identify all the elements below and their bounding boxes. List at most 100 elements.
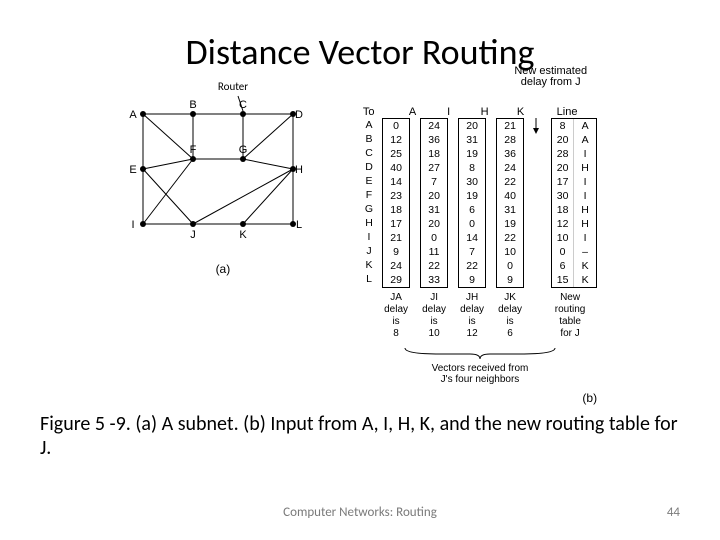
brace-area: Vectors received from J's four neighbors (363, 346, 597, 385)
new-row: 17I (552, 175, 596, 189)
cell: 14 (459, 231, 485, 245)
new-row: 10I (552, 231, 596, 245)
edge-H-K (243, 169, 293, 224)
footer-text: Computer Networks: Routing (0, 505, 720, 520)
cell: 22 (497, 231, 523, 245)
cell: 24 (383, 259, 409, 273)
cell: 21 (497, 119, 523, 133)
cell: 0 (459, 217, 485, 231)
dest-K: K (363, 258, 375, 272)
new-delay: 20 (552, 161, 574, 175)
new-delay: 30 (552, 189, 574, 203)
node-label-J: J (190, 229, 196, 241)
cell: 12 (383, 133, 409, 147)
cell: 40 (383, 161, 409, 175)
tables-row: To AIHK Line (363, 106, 597, 118)
cell: 23 (383, 189, 409, 203)
node-J (190, 221, 196, 227)
cell: 11 (421, 245, 447, 259)
dest-F: F (363, 188, 375, 202)
node-label-F: F (190, 144, 197, 156)
col-below-I: JI delay is 10 (418, 292, 450, 340)
new-delay: 18 (552, 203, 574, 217)
cell: 29 (383, 273, 409, 287)
cell: 0 (421, 231, 447, 245)
to-label: To (363, 106, 375, 118)
new-line: A (574, 119, 596, 133)
cell: 9 (383, 245, 409, 259)
node-A (140, 111, 146, 117)
brace-icon (400, 346, 560, 360)
caption-mid: A subnet. (b) (162, 412, 271, 436)
cell: 6 (459, 203, 485, 217)
new-line: I (574, 147, 596, 161)
new-line: A (574, 133, 596, 147)
page-number: 44 (667, 505, 680, 520)
new-delay: 17 (552, 175, 574, 189)
node-E (140, 166, 146, 172)
new-row: 0– (552, 245, 596, 259)
col-I: 2436182772031200112233JI delay is 10 (418, 118, 450, 340)
edge-A-F (143, 114, 193, 159)
edge-E-J (143, 169, 193, 224)
cell: 33 (421, 273, 447, 287)
dest-L: L (363, 272, 375, 286)
new-delay: 28 (552, 147, 574, 161)
new-row: 8A (552, 119, 596, 133)
new-line: H (574, 217, 596, 231)
col-header-K: K (506, 106, 536, 118)
dest-D: D (363, 160, 375, 174)
node-label-G: G (239, 144, 248, 156)
cell: 7 (421, 175, 447, 189)
dest-G: G (363, 202, 375, 216)
node-label-E: E (129, 164, 136, 176)
new-est-annot: New estimated delay from J (514, 66, 587, 88)
figure-area: Router ABCDEFGHIJKL (a) New estimated de… (40, 94, 680, 405)
new-delay: 0 (552, 245, 574, 259)
dest-H: H (363, 216, 375, 230)
new-row: 20H (552, 161, 596, 175)
new-row: 15K (552, 273, 596, 287)
cell: 19 (459, 189, 485, 203)
line-label: Line (557, 106, 578, 118)
cell: 22 (421, 259, 447, 273)
new-line: I (574, 175, 596, 189)
cell: 24 (497, 161, 523, 175)
node-F (190, 156, 196, 162)
arrow-down-icon (529, 118, 543, 291)
cell: 8 (459, 161, 485, 175)
dest-B: B (363, 132, 375, 146)
dest-J: J (363, 244, 375, 258)
col-header-H: H (470, 106, 500, 118)
node-G (240, 156, 246, 162)
col-below-A: JA delay is 8 (380, 292, 412, 340)
cell: 20 (421, 217, 447, 231)
cell: 22 (459, 259, 485, 273)
edge-H-J (193, 169, 293, 224)
node-label-D: D (295, 109, 303, 121)
new-table-below: New routing table for J (543, 292, 597, 340)
new-line: H (574, 203, 596, 217)
cell: 36 (421, 133, 447, 147)
col-A: 0122540142318172192429JA delay is 8 (380, 118, 412, 340)
col-below-H: JH delay is 12 (456, 292, 488, 340)
cell: 17 (383, 217, 409, 231)
node-label-K: K (239, 229, 247, 241)
cell: 18 (421, 147, 447, 161)
new-line: I (574, 231, 596, 245)
new-delay: 15 (552, 273, 574, 287)
cell: 30 (459, 175, 485, 189)
new-line: I (574, 189, 596, 203)
cell: 27 (421, 161, 447, 175)
node-K (240, 221, 246, 227)
edge-D-G (243, 114, 293, 159)
node-label-A: A (129, 109, 137, 121)
tables-body: ABCDEFGHIJKL0122540142318172192429JA del… (363, 118, 597, 340)
tables-panel: New estimated delay from J To AIHK Line … (363, 94, 597, 405)
panel-a-label: (a) (123, 262, 323, 276)
node-label-L: L (296, 219, 302, 231)
node-I (140, 221, 146, 227)
new-row: 18H (552, 203, 596, 217)
cell: 14 (383, 175, 409, 189)
dest-E: E (363, 174, 375, 188)
